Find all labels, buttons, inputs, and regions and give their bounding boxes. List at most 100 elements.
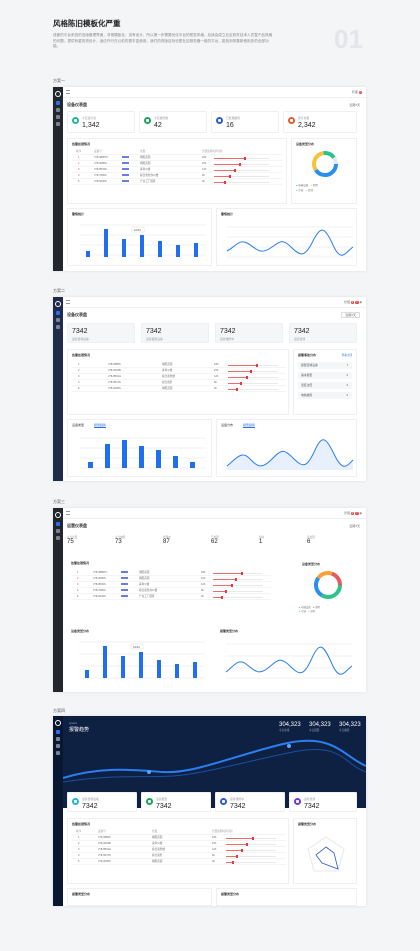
page-title: 风格陈旧模板化严重 [53, 19, 121, 28]
tab-alarm-trend[interactable]: 报警趋势 [94, 423, 107, 428]
nav-icon[interactable] [56, 730, 60, 734]
menu-icon[interactable] [66, 300, 70, 304]
table-row[interactable]: 3 JT8-8503S 青年公寓 12h [72, 167, 282, 173]
range-select[interactable]: 近期7天 [341, 312, 360, 318]
nav-icon[interactable] [56, 311, 60, 315]
table-row[interactable]: 3 JT8-8503S 青年公寓 12h [71, 582, 271, 588]
hero-stat: 304,323 今日报警 [309, 722, 331, 732]
table-row[interactable]: 4 JT8-5574S 综合商务 6h [72, 853, 286, 859]
panel-title: 设备类型分布 [302, 562, 321, 566]
stat: 今日故障 73 [115, 536, 126, 545]
table-row[interactable]: 5 JT8-0006S 朝阳花园 4h [72, 859, 286, 865]
table-row[interactable]: 3 JT8-8501H 综合商务楼 12h [72, 847, 286, 853]
table-row[interactable]: 4 JT8-5574S 综合商务 6h [72, 380, 286, 386]
bar [121, 656, 125, 678]
hero-stat: 304,323 今日故障 [339, 722, 361, 732]
sidebar [53, 297, 63, 481]
nav-icon[interactable] [56, 751, 60, 755]
hero-title: 报警趋势 [69, 727, 90, 733]
table-row[interactable]: 5 JT8-6030S 产业工厂园区 4h [72, 179, 282, 185]
stat-card: 今日运行总 1,342 [67, 111, 135, 133]
list-item[interactable]: 报警区域设备 7 [298, 362, 352, 369]
view-all-link[interactable]: 查看全部 [341, 354, 352, 357]
bar [173, 456, 178, 468]
topbar-right[interactable]: 管理 2 2 ◉ [343, 511, 362, 515]
alarm-table-panel: 告警处理情况 1 JT8-0886S 朝阳花园 18h 2 JT8-0003B 青年公寓 1… [67, 349, 289, 415]
logo-icon [55, 720, 61, 726]
topbar-right[interactable]: 管理 2 [351, 90, 362, 94]
bar [176, 245, 180, 257]
list-item[interactable]: 电梯故障 2 [298, 392, 352, 399]
stat: 超时 1 [259, 536, 265, 545]
table-row[interactable]: 4 JT8-70820 综合商务办公楼 6h [72, 173, 282, 179]
menu-icon[interactable] [66, 511, 70, 515]
table-row[interactable]: 1 JT8-0886TC 朝阳花园 18h [72, 155, 282, 161]
table-row[interactable]: 2 JT8-0003B 青年公寓 15h [72, 368, 286, 374]
table-row[interactable]: 5 JT8-0006S 朝阳花园 4h [72, 386, 286, 392]
table-row[interactable]: 1 JT8-0886TC 朝阳花园 18h [71, 570, 271, 576]
nav-icon[interactable] [56, 122, 60, 126]
nav-icon[interactable] [56, 737, 60, 741]
table-row[interactable]: 2 JT8-6086S 朝阳花园 15h [72, 161, 282, 167]
table-row[interactable]: 5 JT8-6030S 产业工厂园区 4h [71, 594, 271, 600]
bar-chart: 1034 [79, 641, 205, 679]
nav-icon[interactable] [56, 325, 60, 329]
logo-icon [55, 301, 61, 307]
nav-icon[interactable] [56, 522, 60, 526]
bar [105, 444, 110, 468]
stat-icon [288, 117, 295, 124]
tooltip: 1034 [133, 645, 140, 649]
table-row[interactable]: 2 JT8-6086S 朝阳花园 15h [71, 576, 271, 582]
alarm-table: 1 JT8-0886TC 朝阳花园 18h 2 JT8-6086S 朝阳花园 15h 3 JT… [71, 570, 271, 600]
panel-title: 告警处理情况 [72, 142, 91, 146]
stat-icon [144, 117, 151, 124]
nav-icon[interactable] [56, 529, 60, 533]
logo-icon [55, 512, 61, 518]
list-item[interactable]: 温度过低 3 [298, 382, 352, 389]
bar-chart [80, 437, 206, 469]
nav-icon[interactable] [56, 536, 60, 540]
stat-card: 累计总量 2,342 [283, 111, 357, 133]
alarm-list-panel: 报警事故分布 查看全部 报警区域设备 7 漏水报警 4 温度过低 3 电梯故障 2 [293, 349, 357, 415]
nav-icon[interactable] [56, 115, 60, 119]
bar [122, 440, 127, 468]
dashboard-title: 设备仪表盘 [67, 102, 87, 107]
range-select[interactable]: 近期7天 [349, 103, 360, 107]
menu-icon[interactable] [66, 90, 70, 94]
stat: 已处理 62 [211, 536, 219, 545]
tab-device-type[interactable]: 设备类型 [72, 423, 85, 427]
line-chart-panel: 警情统计 [216, 208, 357, 266]
alarm-table: 1 JT8-0886S 朝阳花园 18h 2 JT8-0003B 青年公寓 15h 3 JT8… [72, 362, 286, 392]
donut-panel: 设备类型分布 ● 电梯设备 ● 照明 ● 空调 ● 其他 [291, 138, 357, 204]
bar [140, 235, 144, 257]
stat-card: 7342 运营监测设备 [67, 323, 135, 343]
stat-card: 运营监测设备 7342 [67, 792, 137, 812]
mockup-3: 管理 2 2 ◉ 运营仪表盘 近期7天 今日告警 75 今日故障 73 处理中 87 … [53, 508, 366, 692]
dashboard-title: 运营仪表盘 [67, 523, 87, 528]
topbar-right[interactable]: 管理 2 2 ◉ [343, 300, 362, 304]
alarm-table-panel: 告警处理情况 排序 设备号 位置 告警处理时间分析 1 JT8-0886TC 朝阳花园 18… [67, 138, 287, 204]
nav-icon[interactable] [56, 108, 60, 112]
table-row[interactable]: 4 JT8-70820 综合商务办公楼 6h [71, 588, 271, 594]
stat-card: 运营监测 7342 [289, 792, 357, 812]
bar [156, 450, 161, 468]
table-row[interactable]: 1 JT8-0886S 朝阳花园 18h [72, 362, 286, 368]
hero-wave [62, 739, 366, 783]
nav-icon[interactable] [56, 744, 60, 748]
table-row[interactable]: 3 JT8-8501H 综合商务楼 12h [72, 374, 286, 380]
bar-chart: 1034 [80, 224, 206, 257]
list-item[interactable]: 漏水报警 4 [298, 372, 352, 379]
tab-device-distribution[interactable]: 设备分布 [221, 423, 234, 427]
donut-legend: ● 电梯设备 ● 照明 ● 空调 ● 其他 [299, 606, 320, 613]
stat-card: 7342 运营报警设备 [141, 323, 209, 343]
nav-icon[interactable] [56, 318, 60, 322]
table-row[interactable]: 1 JT8-0886S 朝阳花园 18h [72, 835, 286, 841]
range-select[interactable]: 近期7天 [349, 524, 360, 528]
table-row[interactable]: 2 JT8-0003B 青年公寓 15h [72, 841, 286, 847]
nav-icon[interactable] [56, 101, 60, 105]
bar [158, 241, 162, 257]
topbar: 管理 2 2 ◉ [63, 297, 366, 308]
bar [157, 660, 161, 678]
alarm-table: 排序 设备号 位置 告警处理时间分析 1 JT8-0886S 朝阳花园 18h 2 JT8-0… [72, 829, 286, 865]
tab-alarm-trend[interactable]: 报警趋势 [243, 423, 256, 428]
